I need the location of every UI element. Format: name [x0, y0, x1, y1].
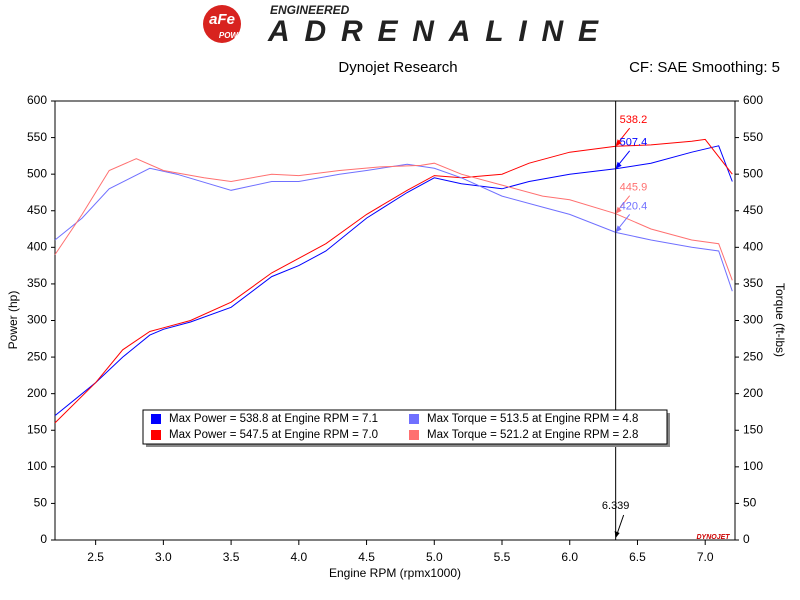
x-tick-label: 3.5	[223, 550, 240, 564]
x-tick-label: 3.0	[155, 550, 172, 564]
y-tick-label: 200	[27, 386, 47, 400]
legend-swatch	[409, 414, 419, 424]
y-tick-label: 300	[27, 313, 47, 327]
y-tick-label: 400	[27, 240, 47, 254]
y2-tick-label: 600	[743, 93, 763, 107]
cursor-value-arrow	[617, 150, 631, 167]
y-tick-label: 250	[27, 349, 47, 363]
series-line	[54, 163, 733, 292]
y-tick-label: 50	[34, 496, 48, 510]
x-tick-label: 4.5	[358, 550, 375, 564]
logo-name: ADRENALINE	[267, 15, 599, 48]
y-tick-label: 450	[27, 203, 47, 217]
header-left: Dynojet Research	[338, 59, 457, 76]
y-axis-label: Power (hp)	[6, 291, 20, 350]
legend-label: Max Power = 538.8 at Engine RPM = 7.1	[169, 413, 378, 425]
legend-label: Max Power = 547.5 at Engine RPM = 7.0	[169, 429, 378, 441]
y2-tick-label: 150	[743, 422, 763, 436]
legend-swatch	[151, 414, 161, 424]
watermark: DYNOJET	[696, 534, 730, 541]
cursor-label: 6.339	[602, 500, 630, 512]
series-line	[54, 138, 733, 424]
y2-tick-label: 350	[743, 276, 763, 290]
legend-swatch	[151, 430, 161, 440]
logo-tagline: ENGINEERED	[270, 3, 350, 17]
y-tick-label: 500	[27, 166, 47, 180]
cursor-value: 538.2	[620, 114, 648, 126]
cursor-value-arrowhead	[615, 225, 622, 233]
y2-tick-label: 300	[743, 313, 763, 327]
logo-badge	[203, 5, 241, 43]
y2-tick-label: 250	[743, 349, 763, 363]
y2-tick-label: 550	[743, 130, 763, 144]
legend-box	[142, 409, 668, 445]
y2-tick-label: 500	[743, 166, 763, 180]
y2-axis-label: Torque (ft-lbs)	[773, 283, 787, 357]
x-tick-label: 5.0	[426, 550, 443, 564]
y2-tick-label: 0	[743, 532, 750, 546]
cursor-arrowhead	[614, 531, 620, 538]
y2-tick-label: 100	[743, 459, 763, 473]
y2-tick-label: 200	[743, 386, 763, 400]
x-tick-label: 5.5	[494, 550, 511, 564]
logo-brand-sub: POWER	[219, 31, 249, 40]
cursor-value-arrow	[617, 214, 631, 230]
cursor-value-arrowhead	[615, 206, 622, 214]
y-tick-label: 600	[27, 93, 47, 107]
y-tick-label: 350	[27, 276, 47, 290]
x-tick-label: 6.0	[561, 550, 578, 564]
header-right: CF: SAE Smoothing: 5	[629, 59, 780, 76]
series-line	[54, 145, 733, 416]
logo: aFe POWER ENGINEERED ADRENALINE	[203, 3, 599, 48]
legend-swatch	[409, 430, 419, 440]
cursor-value-arrow	[617, 127, 631, 144]
y2-tick-label: 450	[743, 203, 763, 217]
logo-brand: aFe	[209, 11, 235, 28]
y-tick-label: 150	[27, 422, 47, 436]
x-tick-label: 2.5	[87, 550, 104, 564]
y-tick-label: 100	[27, 459, 47, 473]
y-tick-label: 550	[27, 130, 47, 144]
cursor-value: 445.9	[620, 182, 648, 194]
legend-label: Max Torque = 513.5 at Engine RPM = 4.8	[427, 413, 638, 425]
x-tick-label: 7.0	[697, 550, 714, 564]
y-tick-label: 0	[40, 532, 47, 546]
series-line	[54, 158, 733, 281]
cursor-arrow	[616, 514, 625, 536]
x-tick-label: 4.0	[290, 550, 307, 564]
cursor-value-arrowhead	[615, 139, 622, 147]
x-axis-label: Engine RPM (rpmx1000)	[329, 566, 461, 580]
legend-label: Max Torque = 521.2 at Engine RPM = 2.8	[427, 429, 638, 441]
cursor-value-arrowhead	[615, 161, 622, 169]
cursor-value-arrow	[617, 195, 631, 212]
y2-tick-label: 50	[743, 496, 757, 510]
x-tick-label: 6.5	[629, 550, 646, 564]
cursor-value: 507.4	[620, 137, 648, 149]
cursor-value: 420.4	[620, 200, 648, 212]
y2-tick-label: 400	[743, 240, 763, 254]
plot-frame	[54, 100, 736, 541]
